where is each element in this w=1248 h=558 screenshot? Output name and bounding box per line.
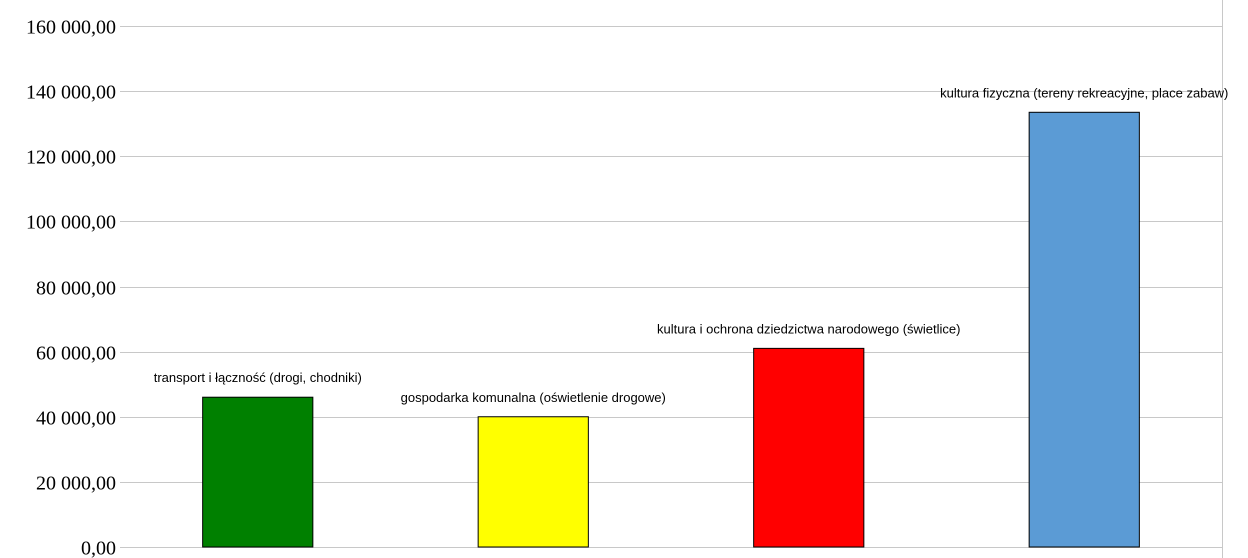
bar-category-label: gospodarka komunalna (oświetlenie drogow… <box>401 390 666 405</box>
y-axis: 0,00 20 000,00 40 000,00 60 000,00 80 000,00… <box>26 17 116 558</box>
y-tick-label: 40 000,00 <box>36 408 116 430</box>
bar-category-label: transport i łączność (drogi, chodniki) <box>154 370 362 385</box>
y-tick-label: 140 000,00 <box>26 82 116 104</box>
bars <box>202 111 1140 548</box>
y-tick-label: 160 000,00 <box>26 17 116 39</box>
bar <box>202 396 314 548</box>
y-tick-label: 80 000,00 <box>36 278 116 300</box>
bar <box>753 347 865 548</box>
data-labels: transport i łączność (drogi, chodniki) go… <box>154 85 1229 404</box>
y-tick-label: 60 000,00 <box>36 343 116 365</box>
y-tick-label: 120 000,00 <box>26 147 116 169</box>
y-tick-label: 100 000,00 <box>26 212 116 234</box>
bar-category-label: kultura i ochrona dziedzictwa narodowego… <box>657 321 960 336</box>
bar <box>477 416 589 548</box>
bar <box>1028 111 1140 548</box>
bar-category-label: kultura fizyczna (tereny rekreacyjne, pl… <box>940 85 1228 100</box>
y-tick-label: 0,00 <box>81 538 116 558</box>
y-tick-label: 20 000,00 <box>36 473 116 495</box>
